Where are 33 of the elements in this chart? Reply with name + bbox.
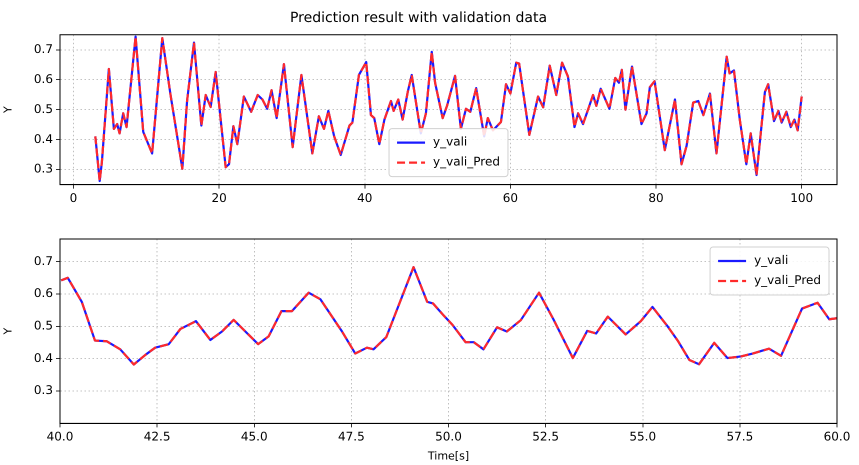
x-tick-label: 50.0 (435, 430, 462, 444)
legend-label: y_vali_Pred (754, 273, 821, 288)
y-tick-label: 0.4 (34, 350, 53, 365)
y-tick-label: 0.3 (34, 383, 53, 398)
x-tick-label: 20 (211, 190, 227, 205)
y-tick-label: 0.5 (34, 318, 53, 332)
x-tick-label: 100 (790, 190, 814, 205)
y-axis-title: Y (1, 328, 14, 336)
x-tick-label: 60 (502, 190, 518, 205)
legend-label: y_vali_Pred (433, 154, 500, 169)
y-tick-label: 0.7 (34, 254, 53, 268)
x-tick-label: 57.5 (726, 430, 754, 444)
y-tick-label: 0.4 (34, 132, 53, 146)
x-tick-label: 80 (648, 190, 664, 205)
y-tick-label: 0.3 (34, 162, 53, 176)
x-tick-label: 40 (357, 190, 372, 205)
legend-label: y_vali (754, 253, 788, 268)
chart-title: Prediction result with validation data (290, 10, 548, 26)
x-axis-title: Time[s] (426, 449, 470, 462)
x-tick-label: 55.0 (629, 430, 656, 444)
x-tick-label: 0 (70, 190, 78, 205)
x-tick-label: 42.5 (144, 430, 170, 444)
x-tick-label: 60.0 (824, 430, 850, 444)
y-tick-label: 0.5 (34, 102, 53, 116)
x-tick-label: 40.0 (46, 430, 74, 444)
y-tick-label: 0.7 (34, 42, 53, 56)
x-tick-label: 52.5 (532, 430, 559, 444)
x-tick-label: 45.0 (240, 430, 268, 444)
x-tick-label: 47.5 (338, 430, 365, 444)
legend-label: y_vali (433, 134, 468, 149)
y-tick-label: 0.6 (34, 286, 53, 300)
y-tick-label: 0.6 (34, 72, 53, 86)
y-axis-title: Y (1, 106, 14, 114)
